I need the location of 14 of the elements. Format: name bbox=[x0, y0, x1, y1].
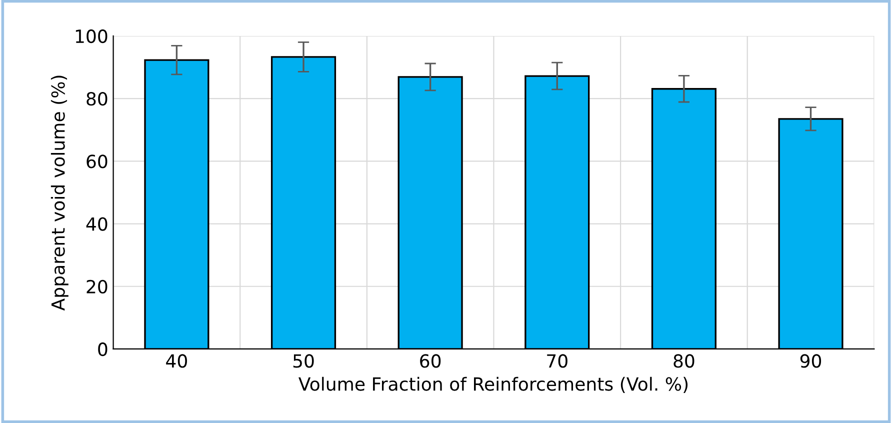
y-axis-title: Apparent void volume (%) bbox=[50, 76, 68, 311]
x-tick-label: 50 bbox=[293, 354, 314, 368]
y-tick-label: 100 bbox=[76, 29, 108, 44]
y-tick-label: 60 bbox=[86, 154, 108, 168]
x-tick-label: 80 bbox=[674, 354, 694, 368]
x-tick-label: 90 bbox=[800, 354, 822, 368]
y-tick-label: 0 bbox=[98, 342, 108, 356]
x-tick-label: 70 bbox=[547, 354, 568, 368]
x-tick-label: 40 bbox=[166, 354, 187, 368]
y-tick-label: 80 bbox=[86, 92, 108, 106]
x-axis-title: Volume Fraction of Reinforcements (Vol. %) bbox=[298, 376, 688, 393]
x-tick-label: 60 bbox=[420, 354, 441, 368]
y-tick-label: 20 bbox=[86, 280, 108, 294]
y-tick-label: 40 bbox=[86, 217, 108, 231]
